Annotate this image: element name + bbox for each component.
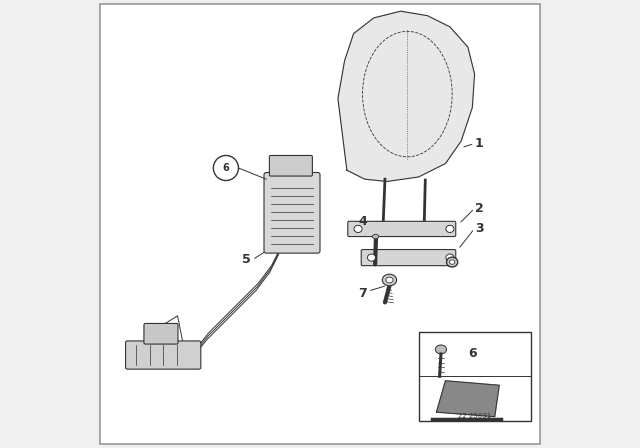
Ellipse shape (386, 277, 393, 283)
Text: 4: 4 (358, 215, 367, 228)
Text: 5: 5 (242, 253, 250, 267)
Polygon shape (338, 11, 475, 181)
FancyBboxPatch shape (144, 323, 178, 344)
Text: 22 25031: 22 25031 (458, 413, 491, 419)
Ellipse shape (372, 234, 379, 239)
Ellipse shape (354, 225, 362, 233)
Text: 6: 6 (223, 163, 229, 173)
FancyBboxPatch shape (125, 341, 201, 369)
FancyBboxPatch shape (264, 172, 320, 253)
Text: 1: 1 (475, 137, 483, 150)
Text: 7: 7 (358, 287, 367, 300)
Polygon shape (436, 381, 499, 417)
FancyBboxPatch shape (348, 221, 456, 237)
Ellipse shape (435, 345, 447, 354)
Ellipse shape (367, 254, 376, 261)
Circle shape (213, 155, 239, 181)
Bar (419, 332, 531, 421)
FancyBboxPatch shape (361, 250, 456, 266)
Ellipse shape (447, 257, 458, 267)
Ellipse shape (446, 254, 454, 261)
FancyBboxPatch shape (269, 155, 312, 176)
Text: 2: 2 (475, 202, 483, 215)
Ellipse shape (446, 225, 454, 233)
Text: 3: 3 (475, 222, 483, 235)
Ellipse shape (382, 274, 397, 286)
Text: 6: 6 (468, 347, 477, 361)
Ellipse shape (449, 260, 455, 264)
